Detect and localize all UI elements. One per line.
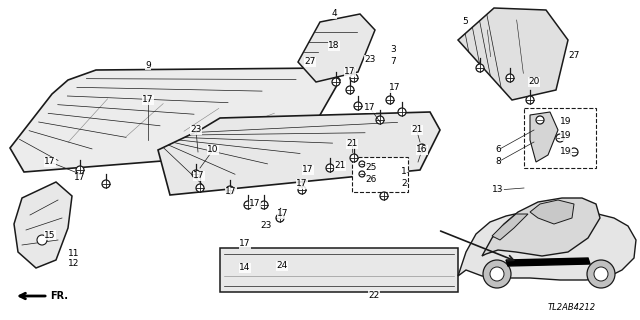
Text: 24: 24: [276, 261, 287, 270]
Polygon shape: [530, 200, 574, 224]
Circle shape: [226, 186, 234, 194]
Text: 21: 21: [334, 162, 346, 171]
Text: 17: 17: [277, 210, 289, 219]
Polygon shape: [530, 112, 558, 162]
Text: 17: 17: [44, 157, 56, 166]
Text: 19: 19: [560, 148, 572, 156]
Circle shape: [536, 116, 544, 124]
Text: 23: 23: [364, 55, 376, 65]
Text: 27: 27: [568, 52, 580, 60]
Text: 17: 17: [302, 165, 314, 174]
Circle shape: [483, 260, 511, 288]
Circle shape: [244, 201, 252, 209]
Text: 10: 10: [207, 146, 219, 155]
Circle shape: [332, 78, 340, 86]
Circle shape: [476, 64, 484, 72]
Circle shape: [398, 108, 406, 116]
Text: 17: 17: [142, 95, 154, 105]
Text: 17: 17: [344, 68, 356, 76]
Circle shape: [587, 260, 615, 288]
Text: 12: 12: [68, 260, 80, 268]
Polygon shape: [10, 68, 340, 172]
Circle shape: [506, 74, 514, 82]
Text: 25: 25: [365, 164, 377, 172]
Circle shape: [490, 267, 504, 281]
Text: 9: 9: [145, 60, 151, 69]
Bar: [524, 108, 596, 168]
Circle shape: [326, 164, 334, 172]
Text: 11: 11: [68, 249, 80, 258]
Text: 17: 17: [239, 239, 251, 249]
Circle shape: [359, 161, 365, 167]
Text: 23: 23: [260, 221, 272, 230]
Text: 17: 17: [225, 188, 237, 196]
Text: 1: 1: [401, 167, 407, 177]
Circle shape: [380, 192, 388, 200]
Polygon shape: [458, 8, 568, 100]
Text: 8: 8: [495, 157, 501, 166]
Text: 6: 6: [495, 146, 501, 155]
Circle shape: [76, 166, 84, 174]
Text: 3: 3: [390, 45, 396, 54]
Text: 17: 17: [389, 84, 401, 92]
Polygon shape: [506, 258, 590, 266]
Polygon shape: [482, 198, 600, 256]
Text: 19: 19: [560, 132, 572, 140]
Text: 15: 15: [44, 230, 56, 239]
Polygon shape: [458, 208, 636, 280]
Text: 17: 17: [74, 173, 86, 182]
Text: 7: 7: [390, 58, 396, 67]
Circle shape: [418, 144, 426, 152]
Circle shape: [192, 170, 200, 178]
Text: 13: 13: [492, 186, 504, 195]
Circle shape: [37, 235, 47, 245]
Text: 16: 16: [416, 146, 428, 155]
Text: 5: 5: [462, 18, 468, 27]
Text: 19: 19: [560, 117, 572, 126]
Text: 20: 20: [528, 77, 540, 86]
Text: 17: 17: [249, 198, 260, 207]
Text: 17: 17: [296, 180, 308, 188]
Circle shape: [346, 86, 354, 94]
Text: 14: 14: [239, 263, 251, 273]
Text: 23: 23: [190, 125, 202, 134]
Text: 22: 22: [369, 291, 380, 300]
Polygon shape: [158, 112, 440, 195]
Circle shape: [376, 116, 384, 124]
Circle shape: [350, 74, 358, 82]
Circle shape: [386, 96, 394, 104]
Text: 17: 17: [193, 172, 205, 180]
Circle shape: [526, 96, 534, 104]
Circle shape: [260, 201, 268, 209]
Text: TL2AB4212: TL2AB4212: [548, 303, 596, 312]
Text: 18: 18: [328, 42, 340, 51]
Polygon shape: [298, 14, 375, 82]
Polygon shape: [220, 248, 458, 292]
Text: 2: 2: [401, 179, 407, 188]
Circle shape: [298, 186, 306, 194]
Text: 26: 26: [365, 175, 377, 185]
Circle shape: [102, 180, 110, 188]
Circle shape: [570, 148, 578, 156]
Text: 21: 21: [412, 125, 422, 134]
Circle shape: [276, 214, 284, 222]
Circle shape: [359, 171, 365, 177]
Polygon shape: [14, 182, 72, 268]
Text: FR.: FR.: [50, 291, 68, 301]
Circle shape: [350, 154, 358, 162]
Circle shape: [354, 102, 362, 110]
Circle shape: [196, 184, 204, 192]
Text: 17: 17: [364, 103, 376, 113]
Bar: [352, 157, 408, 192]
Text: 21: 21: [346, 140, 358, 148]
Circle shape: [594, 267, 608, 281]
Text: 27: 27: [304, 58, 316, 67]
Circle shape: [556, 134, 564, 142]
Text: 4: 4: [331, 10, 337, 19]
Polygon shape: [492, 214, 528, 240]
